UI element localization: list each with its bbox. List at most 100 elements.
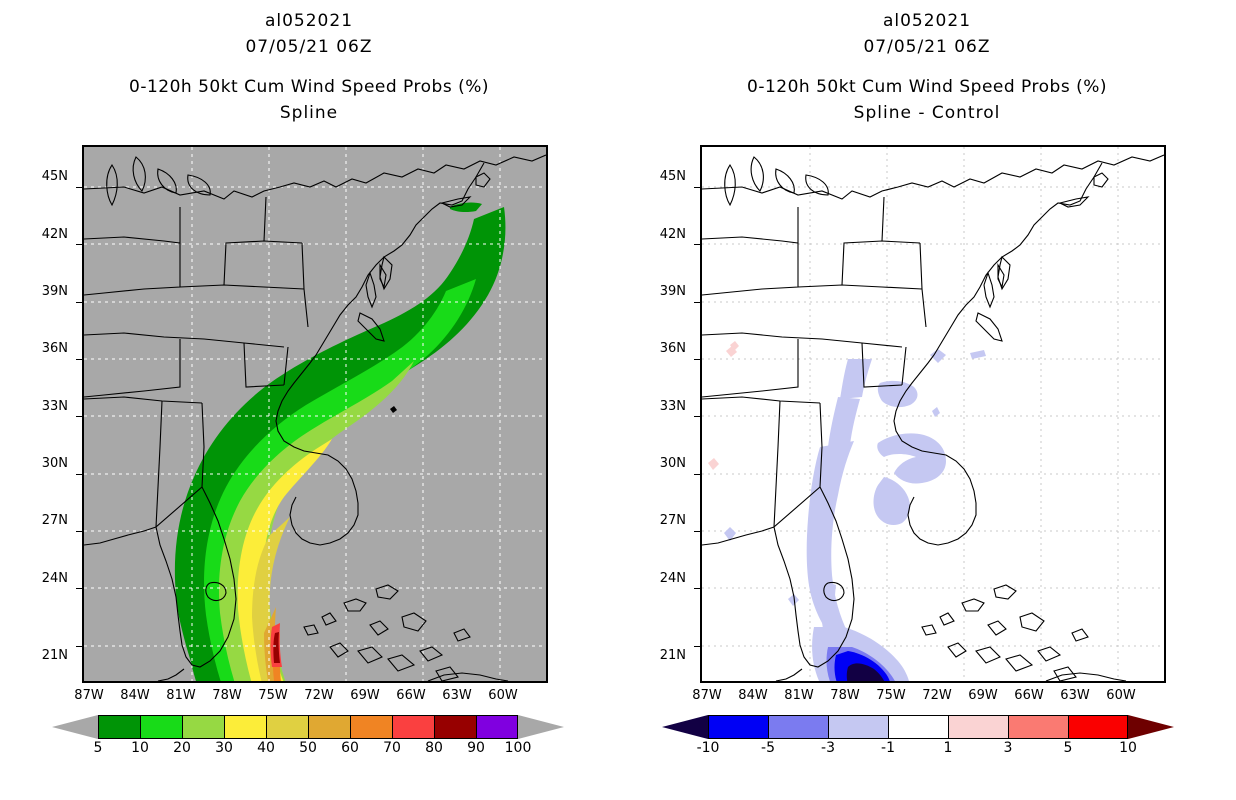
- lon-label-81W: 81W: [784, 688, 814, 703]
- lat-tick: [76, 187, 82, 188]
- contour-speck-chesapeake: [370, 342, 381, 353]
- colorbar-segment: [140, 715, 182, 739]
- colorbar-tick-70: 70: [383, 740, 401, 756]
- diff-neg1-speck-c: [860, 365, 868, 375]
- colorbar-tick-neg3: -3: [821, 740, 835, 756]
- colorbar-tick-10: 10: [131, 740, 149, 756]
- lat-tick: [76, 531, 82, 532]
- lat-tick: [694, 646, 700, 647]
- lat-tick: [76, 416, 82, 417]
- colorbar-segment: [828, 715, 888, 739]
- gridlines-overlay: [84, 147, 546, 681]
- diff-neg1-florida-westcoast: [806, 441, 854, 635]
- colorbar-under-arrow: [52, 715, 98, 739]
- colorbar-over-arrow: [1128, 715, 1174, 739]
- lon-label-63W: 63W: [442, 688, 472, 703]
- colorbar-tick-40: 40: [257, 740, 275, 756]
- lat-tick: [76, 302, 82, 303]
- lat-tick: [694, 302, 700, 303]
- right-panel-titles: al052021 07/05/21 06Z 0-120h 50kt Cum Wi…: [618, 8, 1236, 126]
- lon-label-69W: 69W: [350, 688, 380, 703]
- colorbar-segment: [1008, 715, 1068, 739]
- lon-label-84W: 84W: [120, 688, 150, 703]
- contour-5pct: [174, 207, 506, 681]
- colorbar-tick-neg1: -1: [881, 740, 895, 756]
- lat-label-21N: 21N: [41, 648, 68, 663]
- storm-id: al052021: [264, 11, 354, 31]
- lat-label-36N: 36N: [41, 341, 68, 356]
- colorbar-tick-neg10: -10: [696, 740, 720, 756]
- panel-spline-minus-control: al052021 07/05/21 06Z 0-120h 50kt Cum Wi…: [618, 0, 1236, 800]
- diff-neg1-florida-north: [828, 397, 860, 447]
- coastlines: [702, 154, 1164, 681]
- lon-label-72W: 72W: [304, 688, 334, 703]
- difference-colorbar[interactable]: [662, 715, 1174, 739]
- lat-label-42N: 42N: [41, 227, 68, 242]
- lat-label-36N: 36N: [659, 341, 686, 356]
- lat-label-21N: 21N: [659, 648, 686, 663]
- lat-tick: [694, 359, 700, 360]
- colorbar-segment: [434, 715, 476, 739]
- lat-tick: [694, 416, 700, 417]
- colorbar-segment: [350, 715, 392, 739]
- lat-tick: [76, 474, 82, 475]
- lat-label-24N: 24N: [659, 571, 686, 586]
- chart-title: 0-120h 50kt Cum Wind Speed Probs (%): [129, 77, 489, 97]
- lat-label-27N: 27N: [659, 513, 686, 528]
- lon-label-75W: 75W: [876, 688, 906, 703]
- lat-tick: [694, 187, 700, 188]
- colorbar-segment: [708, 715, 768, 739]
- diff-pos1-speck-b: [708, 458, 719, 470]
- valid-time: 07/05/21 06Z: [863, 37, 991, 57]
- lon-label-63W: 63W: [1060, 688, 1090, 703]
- lat-tick: [694, 244, 700, 245]
- diff-neg1-carolinas-offshore2: [873, 477, 910, 525]
- map-spline-minus-control[interactable]: [700, 145, 1166, 683]
- lon-label-78W: 78W: [212, 688, 242, 703]
- lat-label-39N: 39N: [659, 284, 686, 299]
- lat-tick: [694, 474, 700, 475]
- colorbar-tick-pos1: 1: [943, 740, 953, 756]
- lon-label-81W: 81W: [166, 688, 196, 703]
- contour-90pct-peak: [273, 632, 280, 663]
- colorbar-tick-80: 80: [425, 740, 443, 756]
- colorbar-segment: [1068, 715, 1128, 739]
- colorbar-tick-pos5: 5: [1063, 740, 1073, 756]
- lat-label-33N: 33N: [659, 399, 686, 414]
- lon-label-78W: 78W: [830, 688, 860, 703]
- lon-label-66W: 66W: [1014, 688, 1044, 703]
- colorbar-tick-pos3: 3: [1003, 740, 1013, 756]
- map-canvas-difference: [702, 147, 1164, 681]
- colorbar-segment: [888, 715, 948, 739]
- lon-label-87W: 87W: [692, 688, 722, 703]
- colorbar-tick-30: 30: [215, 740, 233, 756]
- colorbar-segment: [476, 715, 518, 739]
- colorbar-tick-pos10: 10: [1119, 740, 1137, 756]
- lon-label-60W: 60W: [488, 688, 518, 703]
- lat-tick: [76, 359, 82, 360]
- diff-neg1-virginia-offshore: [877, 380, 918, 408]
- diff-neg1-speck-e: [724, 527, 736, 541]
- spline-probability-map: [84, 147, 546, 681]
- diff-neg10-cuba-min: [846, 663, 885, 681]
- contour-detached-patch: [450, 202, 482, 213]
- lat-tick: [76, 588, 82, 589]
- colorbar-segment: [392, 715, 434, 739]
- colorbar-segment: [948, 715, 1008, 739]
- lat-label-27N: 27N: [41, 513, 68, 528]
- diff-neg1-speck-f: [788, 594, 799, 606]
- chart-subtitle: Spline - Control: [853, 103, 1001, 123]
- probability-colorbar[interactable]: [52, 715, 564, 739]
- colorbar-segment: [98, 715, 140, 739]
- lon-label-84W: 84W: [738, 688, 768, 703]
- lat-tick: [76, 646, 82, 647]
- lat-tick: [694, 588, 700, 589]
- diff-neg1-carolinas-offshore: [877, 433, 946, 484]
- lat-label-24N: 24N: [41, 571, 68, 586]
- map-spline[interactable]: [82, 145, 548, 683]
- lat-tick: [694, 531, 700, 532]
- panel-spline: al052021 07/05/21 06Z 0-120h 50kt Cum Wi…: [41, 11, 564, 756]
- lon-label-75W: 75W: [258, 688, 288, 703]
- lon-label-66W: 66W: [396, 688, 426, 703]
- colorbar-tick-neg5: -5: [761, 740, 775, 756]
